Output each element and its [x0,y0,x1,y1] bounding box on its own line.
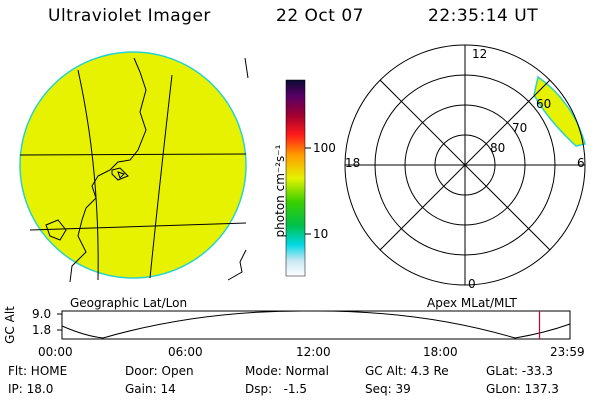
date-label: 22 Oct 07 [276,6,364,26]
apex-caption: Apex MLat/MLT [427,296,517,310]
colorbar-gradient [285,79,306,277]
mlt-label-18: 18 [345,156,361,170]
gc-altitude-status: GC Alt: 4.3 Re [365,364,449,378]
door-status: Door: Open [125,364,194,378]
dsp-status: Dsp: -1.5 [245,382,308,396]
polar-image-region [533,75,586,147]
coastline [45,57,249,283]
gain-status: Gain: 14 [125,382,176,396]
colorbar-label-10: 10 [313,227,329,241]
mlat-label-80: 80 [490,141,506,155]
latitude-line [29,222,247,231]
geographic-image-panel [19,51,249,283]
colorbar [285,79,311,277]
mlt-label-12: 12 [472,47,488,61]
geographic-grid [19,69,247,281]
mlt-label-6: 6 [577,156,585,170]
mlat-label-60: 60 [536,97,552,111]
altitude-plot [57,310,571,340]
time-tick-label: 12:00 [296,345,331,359]
time-tick-label: 23:59 [550,345,585,359]
flight-status: Flt: HOME [8,364,68,378]
instrument-title: Ultraviolet Imager [48,6,211,26]
time-tick-label: 18:00 [423,345,458,359]
polar-plot [344,44,586,286]
altitude-curve [61,310,571,339]
altitude-ytick-label: 1.8 [32,323,52,337]
sequence-status: Seq: 39 [365,382,411,396]
geographic-lat-status: GLat: -33.3 [486,364,553,378]
mlt-label-0: 0 [468,277,476,291]
geographic-lon-status: GLon: 137.3 [486,382,559,396]
time-label: 22:35:14 UT [428,6,539,26]
mlat-label-70: 70 [512,121,528,135]
time-tick-label: 00:00 [38,345,73,359]
geographic-caption: Geographic Lat/Lon [70,296,188,310]
ip-status: IP: 18.0 [8,382,54,396]
longitude-line [77,69,99,281]
longitude-line [149,74,173,279]
altitude-ytick-label: 9.0 [32,307,52,321]
polar-diagonal [379,79,551,251]
altitude-ylabel: GC Alt [2,306,17,344]
latitude-line [19,153,247,156]
colorbar-label-100: 100 [313,141,336,155]
colorbar-unit-label: photon cm⁻²s⁻¹ [273,144,287,238]
uv-image-disk [19,51,247,279]
altitude-plot-frame [61,310,571,340]
time-tick-label: 06:00 [168,345,203,359]
mode-status: Mode: Normal [245,364,329,378]
